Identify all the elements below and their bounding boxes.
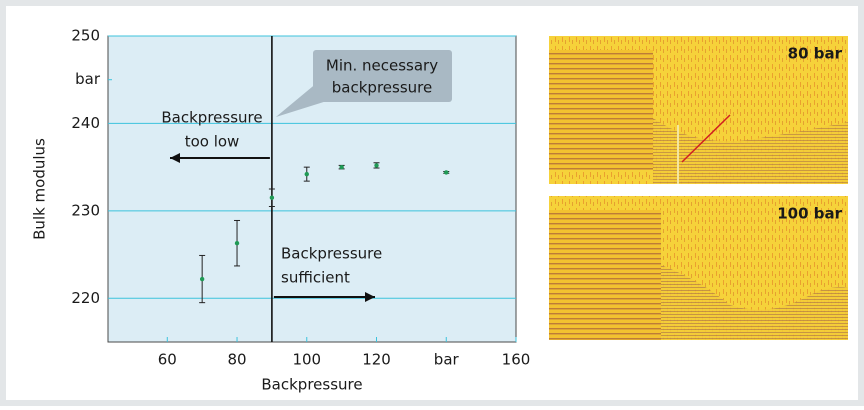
annotation: Min. necessary bbox=[326, 57, 438, 75]
y-tick-label: 220 bbox=[71, 289, 100, 307]
x-tick-label: 80 bbox=[227, 351, 246, 369]
image-label: 80 bar bbox=[788, 45, 843, 63]
annotation: backpressure bbox=[332, 79, 432, 97]
image-label: 100 bar bbox=[777, 205, 842, 223]
y-tick-label: bar bbox=[75, 70, 101, 88]
x-tick-label: 160 bbox=[502, 351, 531, 369]
y-tick-label: 240 bbox=[71, 114, 100, 132]
x-tick-label: 60 bbox=[158, 351, 177, 369]
y-tick-label: 230 bbox=[71, 201, 100, 219]
point bbox=[235, 241, 239, 245]
annotation: Backpressure bbox=[161, 109, 262, 127]
point bbox=[374, 163, 378, 167]
point bbox=[270, 196, 274, 200]
figure: 220 230 240 bar 250 60 80 100 120 bar 160 Backpress… bbox=[0, 0, 864, 406]
annotation: sufficient bbox=[281, 269, 350, 287]
annotation: too low bbox=[185, 133, 240, 151]
annotation: Backpressure bbox=[281, 245, 382, 263]
x-tick-label: bar bbox=[434, 351, 460, 369]
y-tick-label: 250 bbox=[71, 27, 100, 45]
point bbox=[200, 277, 204, 281]
x-tick-label: 100 bbox=[292, 351, 321, 369]
y-axis-label: Bulk modulus bbox=[31, 138, 49, 240]
point bbox=[305, 172, 309, 176]
point bbox=[444, 170, 448, 174]
point bbox=[339, 165, 343, 169]
x-axis-label: Backpressure bbox=[261, 376, 362, 394]
x-tick-label: 120 bbox=[362, 351, 391, 369]
